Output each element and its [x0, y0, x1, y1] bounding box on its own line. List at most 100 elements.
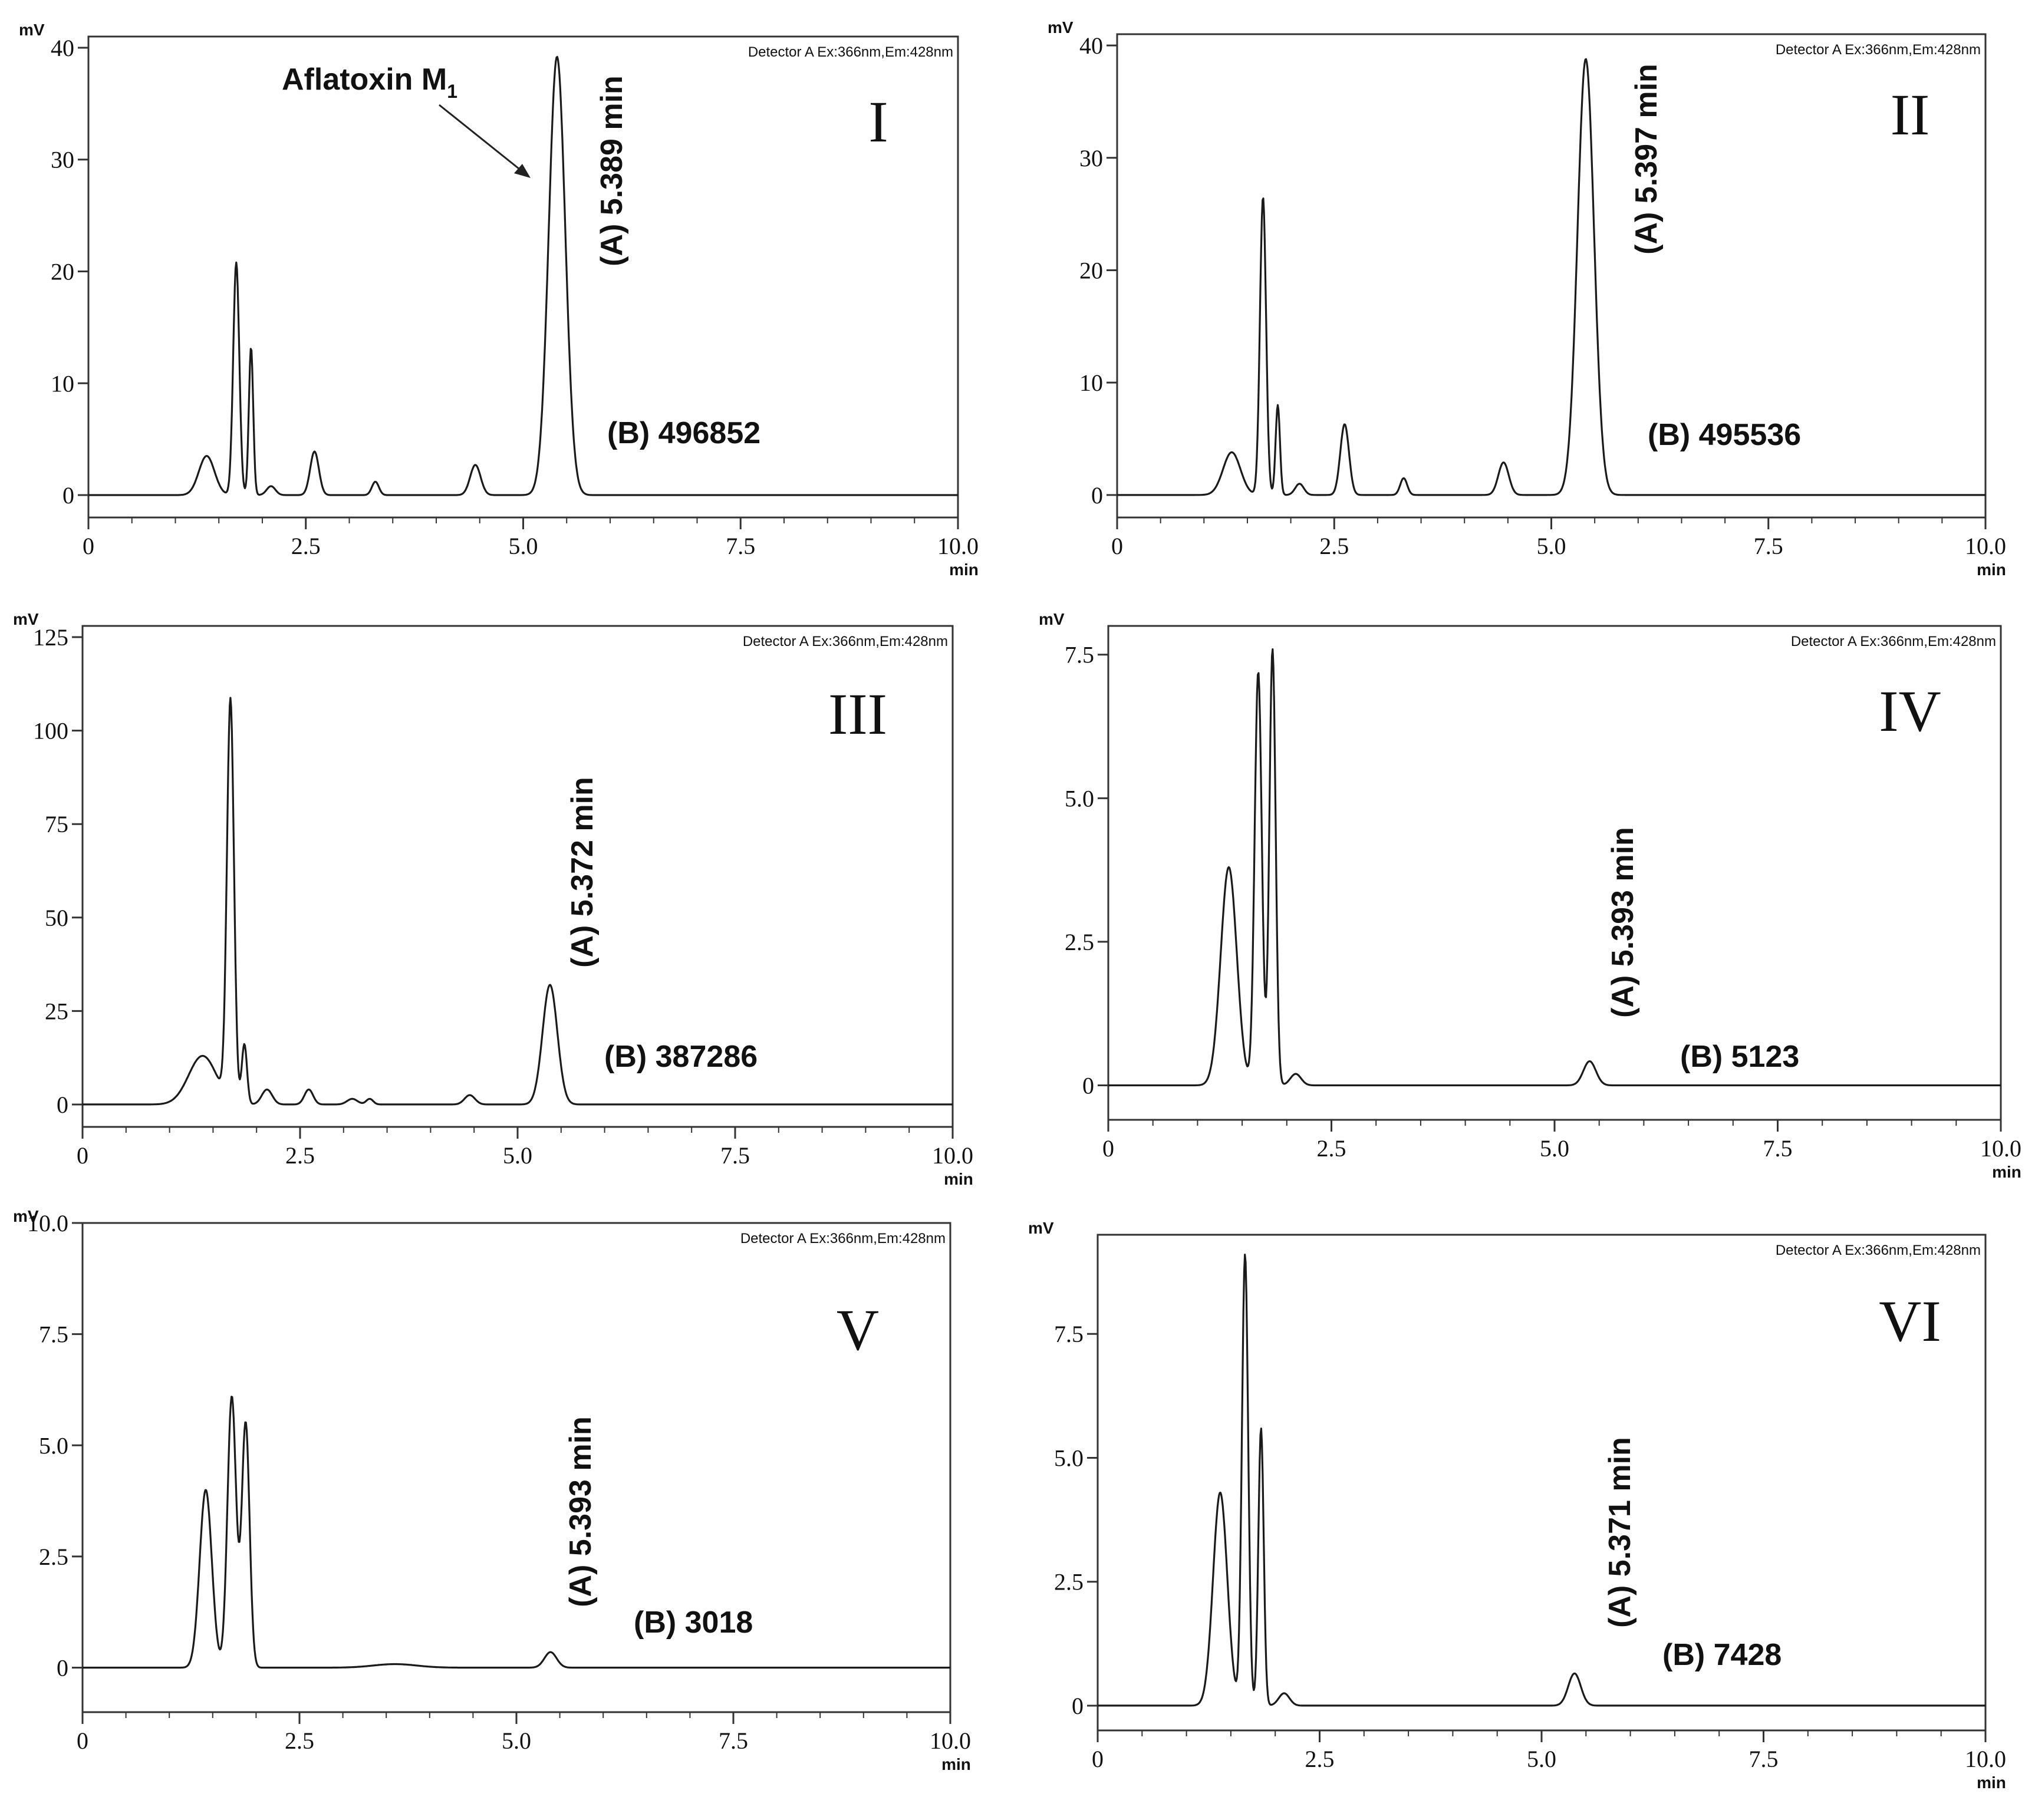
x-unit-label: min	[1977, 1773, 2006, 1792]
x-unit-label: min	[1977, 560, 2006, 579]
y-tick-label: 50	[45, 905, 68, 931]
retention-time-label: (A) 5.389 min	[595, 75, 629, 266]
y-unit-label: mV	[19, 21, 45, 39]
peak-area-label: (B) 7428	[1662, 1638, 1782, 1672]
x-tick-label: 5.0	[503, 1142, 532, 1169]
detector-label: Detector A Ex:366nm,Em:428nm	[743, 634, 948, 649]
x-tick-label: 0	[1102, 1135, 1114, 1162]
y-tick-label: 0	[1072, 1693, 1084, 1719]
x-tick-label: 7.5	[1754, 533, 1783, 559]
annotation-arrow-head	[514, 164, 531, 178]
x-tick-label: 0	[1092, 1746, 1104, 1772]
x-tick-label: 10.0	[1980, 1135, 2021, 1162]
x-tick-label: 7.5	[1749, 1746, 1779, 1772]
x-tick-label: 5.0	[1540, 1135, 1569, 1162]
chromatogram-trace	[82, 1396, 951, 1669]
y-tick-label: 0	[1082, 1073, 1094, 1099]
x-unit-label: min	[941, 1755, 971, 1773]
chromatogram-panel-V: 0 2.5 5.0 7.5 10.002.55.07.510.0mVminDetecto…	[13, 1207, 971, 1773]
chromatogram-trace	[1108, 648, 2001, 1087]
plot-frame	[1107, 625, 2002, 1121]
y-tick-label: 20	[51, 259, 74, 285]
x-tick-label: 2.5	[285, 1727, 314, 1754]
y-tick-label: 10	[1079, 370, 1103, 396]
y-tick-label: 7.5	[1065, 642, 1094, 668]
y-tick-label: 5.0	[1054, 1445, 1084, 1471]
y-tick-label: 30	[51, 147, 74, 173]
x-unit-label: min	[1992, 1163, 2021, 1181]
x-tick-label: 10.0	[932, 1142, 973, 1169]
plot-frame	[1116, 33, 1987, 519]
x-tick-label: 0	[83, 533, 94, 559]
plot-frame	[87, 35, 959, 519]
peak-area-label: (B) 3018	[634, 1605, 753, 1640]
panel-label: VI	[1879, 1288, 1941, 1354]
y-tick-label: 7.5	[39, 1321, 68, 1348]
x-unit-label: min	[944, 1170, 973, 1188]
chromatogram-trace	[1097, 1254, 1986, 1707]
detector-label: Detector A Ex:366nm,Em:428nm	[1776, 1242, 1981, 1258]
y-unit-label: mV	[13, 1207, 39, 1225]
y-unit-label: mV	[1028, 1219, 1054, 1237]
y-tick-label: 125	[33, 624, 68, 651]
y-tick-label: 10.0	[27, 1210, 68, 1237]
y-tick-label: 10	[51, 370, 74, 397]
x-tick-label: 10.0	[1965, 533, 2006, 559]
y-tick-label: 25	[45, 998, 68, 1024]
peak-area-label: (B) 496852	[607, 416, 760, 450]
x-tick-label: 7.5	[726, 533, 755, 559]
panel-label: I	[868, 89, 888, 154]
panel-label: III	[828, 681, 887, 747]
y-tick-label: 2.5	[1065, 929, 1094, 955]
chromatogram-panel-VI: 0 2.5 5.0 7.5 10.0 0 2.5 5.0 7.5 mV min Detector A …	[1028, 1219, 2006, 1792]
x-tick-label: 2.5	[285, 1142, 315, 1169]
peak-area-label: (B) 387286	[604, 1040, 758, 1074]
retention-time-label: (A) 5.397 min	[1629, 64, 1664, 255]
compound-label: Aflatoxin M1	[282, 62, 457, 102]
x-tick-label: 0	[77, 1727, 88, 1754]
retention-time-label: (A) 5.393 min	[1606, 827, 1640, 1018]
x-tick-label: 10.0	[1965, 1746, 2006, 1772]
peak-area-label: (B) 495536	[1648, 418, 1801, 452]
y-tick-label: 5.0	[39, 1432, 68, 1459]
panel-label: II	[1891, 82, 1930, 147]
y-tick-label: 0	[62, 482, 74, 509]
y-unit-label: mV	[1048, 18, 1074, 37]
annotation-arrow-shaft	[439, 104, 528, 177]
x-tick-label: 0	[1111, 533, 1123, 559]
y-unit-label: mV	[1039, 610, 1065, 628]
y-tick-label: 40	[51, 35, 74, 61]
y-tick-label: 100	[33, 718, 68, 744]
detector-label: Detector A Ex:366nm,Em:428nm	[740, 1231, 946, 1247]
x-tick-label: 5.0	[1537, 533, 1566, 559]
chromatogram-trace	[82, 697, 953, 1106]
y-tick-label: 75	[45, 811, 68, 838]
plot-frame	[81, 625, 954, 1128]
plot-frame	[81, 1222, 951, 1713]
plot-frame	[1096, 1234, 1987, 1732]
x-tick-label: 2.5	[1305, 1746, 1335, 1772]
y-tick-label: 7.5	[1054, 1321, 1084, 1347]
detector-label: Detector A Ex:366nm,Em:428nm	[1776, 42, 1981, 58]
x-tick-label: 2.5	[291, 533, 321, 559]
detector-label: Detector A Ex:366nm,Em:428nm	[748, 44, 953, 60]
x-tick-label: 7.5	[1763, 1135, 1793, 1162]
retention-time-label: (A) 5.393 min	[564, 1416, 598, 1607]
y-tick-label: 2.5	[1054, 1569, 1084, 1595]
x-tick-label: 5.0	[502, 1727, 531, 1754]
x-tick-label: 7.5	[720, 1142, 750, 1169]
chromatogram-panel-I: 0 2.5 5.0 7.5 10.0 0 10 20 30 40 mV min Detector A E…	[19, 21, 979, 579]
retention-time-label: (A) 5.371 min	[1603, 1437, 1637, 1628]
panel-label: IV	[1879, 678, 1941, 744]
y-tick-label: 5.0	[1065, 785, 1094, 812]
x-tick-label: 5.0	[509, 533, 538, 559]
panel-label: V	[837, 1297, 879, 1363]
x-tick-label: 10.0	[930, 1727, 971, 1754]
peak-area-label: (B) 5123	[1680, 1040, 1799, 1074]
y-tick-label: 30	[1079, 145, 1103, 172]
x-unit-label: min	[949, 560, 979, 579]
x-tick-label: 2.5	[1319, 533, 1349, 559]
